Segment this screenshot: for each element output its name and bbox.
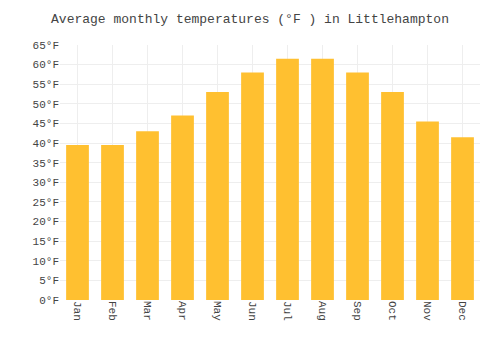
- svg-text:0°F: 0°F: [39, 295, 59, 307]
- svg-text:Jul: Jul: [281, 301, 293, 321]
- svg-text:Nov: Nov: [421, 301, 433, 321]
- svg-text:55°F: 55°F: [33, 79, 59, 91]
- svg-text:20°F: 20°F: [33, 216, 59, 228]
- svg-text:Jun: Jun: [246, 301, 258, 321]
- svg-text:10°F: 10°F: [33, 256, 59, 268]
- svg-text:Dec: Dec: [456, 301, 468, 321]
- svg-text:65°F: 65°F: [33, 40, 59, 52]
- svg-text:May: May: [211, 301, 223, 321]
- svg-text:Apr: Apr: [176, 301, 188, 321]
- svg-text:15°F: 15°F: [33, 236, 59, 248]
- svg-text:Sep: Sep: [351, 301, 363, 321]
- svg-text:30°F: 30°F: [33, 177, 59, 189]
- svg-text:Mar: Mar: [141, 301, 153, 321]
- svg-text:25°F: 25°F: [33, 197, 59, 209]
- svg-text:45°F: 45°F: [33, 118, 59, 130]
- svg-text:Jan: Jan: [71, 301, 83, 321]
- svg-text:Feb: Feb: [106, 301, 118, 321]
- svg-text:Oct: Oct: [386, 301, 398, 321]
- svg-text:35°F: 35°F: [33, 158, 59, 170]
- svg-text:Aug: Aug: [316, 301, 328, 321]
- svg-text:5°F: 5°F: [39, 275, 59, 287]
- svg-text:50°F: 50°F: [33, 99, 59, 111]
- svg-text:40°F: 40°F: [33, 138, 59, 150]
- svg-text:Average monthly temperatures (: Average monthly temperatures (°F ) in Li…: [51, 12, 449, 27]
- svg-text:60°F: 60°F: [33, 59, 59, 71]
